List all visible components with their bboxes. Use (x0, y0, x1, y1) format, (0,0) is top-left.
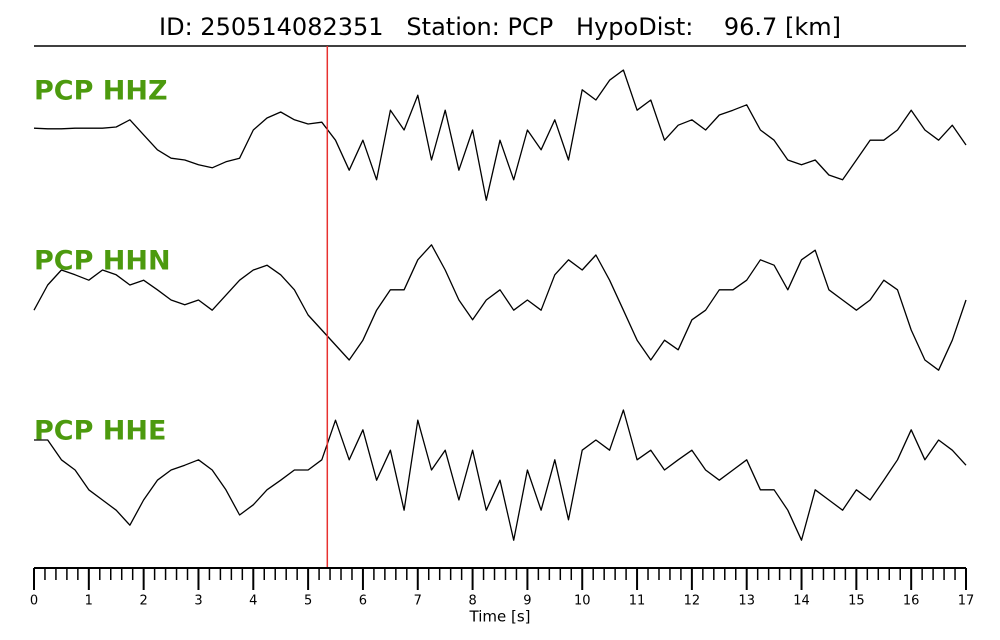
x-tick-label: 5 (304, 594, 312, 609)
x-tick-label: 0 (30, 594, 38, 609)
trace-label: PCP HHN (34, 246, 171, 277)
x-tick-label: 9 (523, 594, 531, 609)
x-tick-label: 7 (414, 594, 422, 609)
x-tick-label: 11 (629, 594, 646, 609)
x-tick-label: 1 (85, 594, 93, 609)
waveform (33, 69, 967, 201)
x-tick-label: 2 (140, 594, 148, 609)
trace-label: PCP HHE (34, 416, 166, 447)
trace-label: PCP HHZ (34, 76, 168, 107)
x-tick-label: 12 (684, 594, 701, 609)
x-tick-label: 15 (848, 594, 865, 609)
x-axis-label: Time [s] (469, 608, 531, 626)
x-tick-label: 14 (793, 594, 810, 609)
x-tick-label: 6 (359, 594, 367, 609)
x-tick-label: 8 (468, 594, 476, 609)
x-tick-label: 10 (574, 594, 591, 609)
x-tick-label: 4 (249, 594, 257, 609)
x-tick-label: 16 (903, 594, 920, 609)
waveform (34, 409, 967, 541)
chart-title: ID: 250514082351 Station: PCP HypoDist: … (159, 13, 841, 41)
x-tick-label: 17 (958, 594, 975, 609)
x-tick-label: 13 (738, 594, 755, 609)
waveform (33, 244, 967, 371)
x-tick-label: 3 (194, 594, 202, 609)
